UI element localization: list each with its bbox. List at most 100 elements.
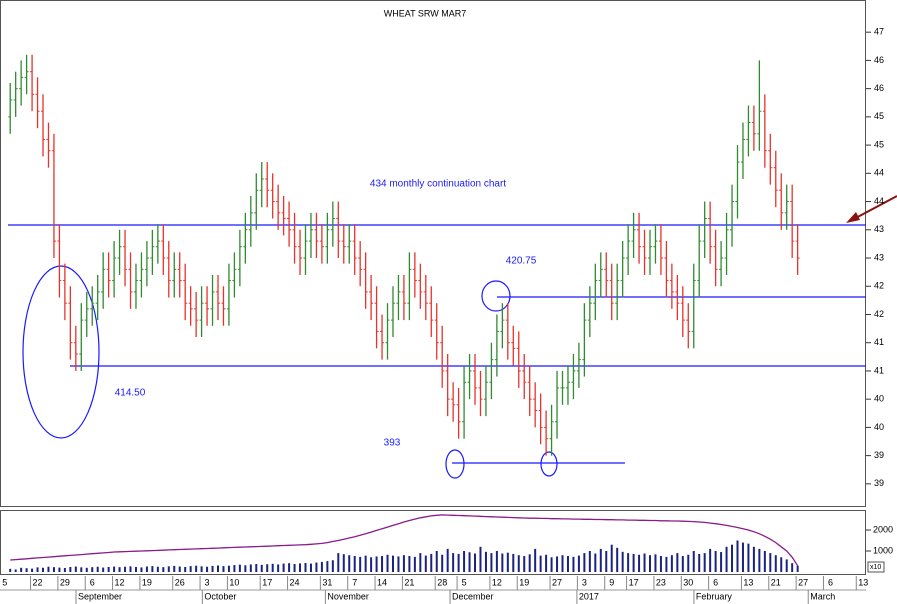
volume-bar [320, 561, 323, 572]
volume-bar [211, 565, 214, 572]
x-tick-label: 13 [858, 577, 868, 587]
volume-bar [523, 556, 526, 572]
volume-bar [31, 568, 34, 572]
volume-bar [282, 563, 285, 572]
volume-bar [785, 559, 788, 572]
x-tick-label: 21 [771, 577, 781, 587]
volume-bar [413, 556, 416, 572]
volume-bar [80, 567, 83, 572]
x-tick-label: 30 [683, 577, 693, 587]
y-tick-label: 45 [874, 139, 884, 149]
volume-bar [293, 564, 296, 572]
volume-bar [260, 564, 263, 572]
volume-bar [736, 540, 739, 572]
volume-bar [391, 555, 394, 572]
x-tick-label: 21 [404, 577, 414, 587]
x-tick-label: 9 [609, 577, 614, 587]
volume-bar [58, 567, 61, 572]
volume-bar [69, 566, 72, 572]
volume-bar [173, 565, 176, 572]
volume-bar [605, 550, 608, 572]
month-label: November [327, 591, 369, 601]
volume-bar [763, 550, 766, 572]
volume-bar [238, 564, 241, 572]
x-tick-label: 10 [229, 577, 239, 587]
volume-bar [375, 556, 378, 572]
month-label: March [810, 591, 835, 601]
volume-bar [255, 564, 258, 572]
volume-bar [616, 547, 619, 572]
volume-bar [588, 550, 591, 572]
volume-bar [539, 555, 542, 572]
volume-bar [703, 553, 706, 572]
y-tick-label: 43 [874, 252, 884, 262]
volume-bar [129, 566, 132, 572]
month-label: 2017 [579, 591, 599, 601]
volume-bar [178, 566, 181, 572]
month-label: September [78, 591, 122, 601]
volume-bar [512, 553, 515, 572]
volume-bar [9, 568, 12, 572]
volume-bar [167, 566, 170, 572]
volume-bar [752, 546, 755, 572]
x-tick-label: 5 [2, 577, 7, 587]
x-tick-label: 6 [90, 577, 95, 587]
y-tick-label: 47 [874, 27, 884, 37]
volume-bar [796, 565, 799, 572]
volume-bar [244, 565, 247, 572]
volume-bar [474, 553, 477, 572]
volume-bar [583, 553, 586, 572]
volume-bar [566, 556, 569, 572]
volume-bar [419, 553, 422, 572]
volume-bar [457, 553, 460, 572]
annotation-text: 420.75 [506, 256, 537, 267]
volume-bar [227, 565, 230, 572]
volume-bar [774, 555, 777, 572]
volume-bar [47, 566, 50, 572]
annotation-text: 393 [384, 438, 401, 449]
volume-bar [424, 555, 427, 572]
volume-bar [222, 566, 225, 572]
volume-bar [556, 556, 559, 572]
y-tick-label: 46 [874, 55, 884, 65]
volume-bar [484, 551, 487, 572]
volume-bar [326, 561, 329, 572]
volume-unit: x10 [870, 564, 881, 571]
volume-bar [490, 553, 493, 572]
volume-bar [725, 546, 728, 572]
volume-bar [156, 566, 159, 572]
volume-bar [304, 562, 307, 572]
volume-bar [397, 556, 400, 572]
volume-bar [370, 557, 373, 572]
volume-bar [36, 567, 39, 572]
y-tick-label: 41 [874, 365, 884, 375]
volume-bar [654, 554, 657, 572]
volume-bar [200, 566, 203, 572]
volume-bar [140, 567, 143, 572]
x-tick-label: 17 [629, 577, 639, 587]
x-tick-label: 12 [115, 577, 125, 587]
annotation-ellipse [22, 265, 100, 439]
y-tick-label: 46 [874, 83, 884, 93]
volume-bar [162, 567, 165, 572]
volume-bar [381, 556, 384, 572]
x-tick-label: 27 [552, 577, 562, 587]
volume-bar [408, 556, 411, 572]
volume-bar [731, 544, 734, 572]
unit-box [867, 561, 885, 573]
volume-bar [517, 555, 520, 572]
volume-bar [42, 567, 45, 572]
volume-bar [315, 562, 318, 572]
x-tick-label: 19 [142, 577, 152, 587]
y-tick-label: 41 [874, 337, 884, 347]
x-tick-label: 23 [656, 577, 666, 587]
volume-bar [681, 556, 684, 572]
volume-bar [118, 567, 121, 572]
volume-bar [720, 552, 723, 572]
volume-bar [96, 566, 99, 572]
volume-bar [288, 563, 291, 572]
volume-bar [25, 568, 28, 572]
volume-bar [337, 553, 340, 572]
annotation-ellipse [540, 451, 558, 477]
volume-bar [506, 552, 509, 572]
